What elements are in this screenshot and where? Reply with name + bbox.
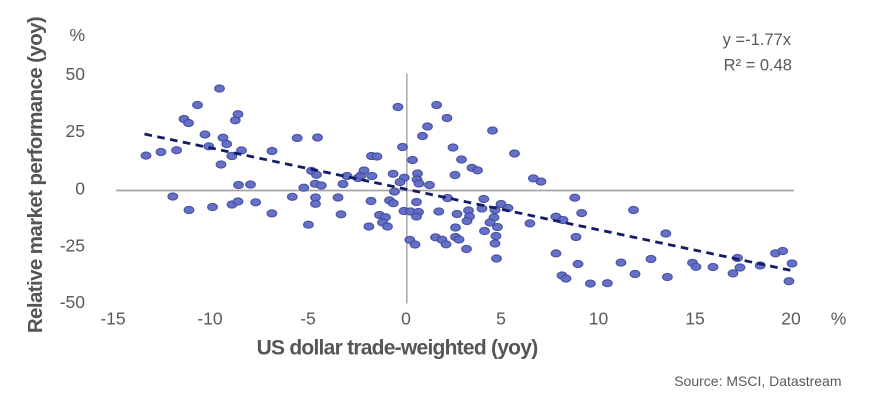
svg-text:0: 0 — [75, 179, 85, 199]
svg-text:-15: -15 — [100, 309, 125, 329]
svg-text:%: % — [69, 25, 85, 45]
svg-text:-10: -10 — [197, 309, 223, 329]
svg-text:US dollar trade-weighted (yoy): US dollar trade-weighted (yoy) — [257, 337, 538, 360]
svg-text:5: 5 — [496, 309, 506, 329]
svg-text:Relative market performance (y: Relative market performance (yoy) — [24, 17, 47, 333]
svg-text:20: 20 — [781, 309, 801, 329]
svg-text:15: 15 — [685, 309, 704, 329]
svg-text:y =-1.77x: y =-1.77x — [723, 31, 792, 49]
svg-text:-5: -5 — [300, 309, 316, 329]
svg-text:-25: -25 — [60, 236, 85, 256]
svg-text:50: 50 — [66, 64, 86, 84]
svg-text:0: 0 — [401, 309, 411, 329]
svg-text:-50: -50 — [60, 292, 86, 312]
svg-text:10: 10 — [589, 309, 609, 329]
svg-text:25: 25 — [66, 121, 85, 141]
svg-text:R² = 0.48: R² = 0.48 — [724, 57, 792, 75]
svg-text:Source: MSCI, Datastream: Source: MSCI, Datastream — [674, 373, 841, 389]
svg-text:%: % — [831, 309, 847, 329]
